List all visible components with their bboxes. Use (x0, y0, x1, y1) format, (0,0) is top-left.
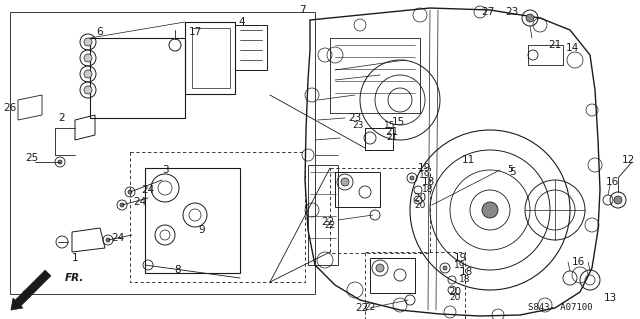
Text: 16: 16 (605, 177, 619, 187)
Text: 20: 20 (449, 293, 461, 302)
Circle shape (120, 203, 124, 207)
Circle shape (443, 266, 447, 270)
Circle shape (84, 70, 92, 78)
Circle shape (84, 38, 92, 46)
Text: 20: 20 (414, 201, 426, 210)
Bar (365, 252, 465, 319)
Circle shape (58, 160, 62, 164)
Circle shape (410, 176, 414, 180)
Text: 15: 15 (384, 121, 396, 130)
Text: 11: 11 (461, 155, 475, 165)
Bar (365, 128, 393, 150)
Text: 18: 18 (421, 177, 435, 187)
Text: 21: 21 (548, 40, 562, 50)
Text: 21: 21 (385, 127, 399, 137)
Text: 12: 12 (621, 155, 635, 165)
Text: 19: 19 (453, 253, 467, 263)
Text: 17: 17 (188, 27, 202, 37)
Circle shape (84, 54, 92, 62)
Text: 7: 7 (299, 5, 305, 15)
Text: 4: 4 (239, 17, 245, 27)
Text: 5: 5 (509, 167, 515, 177)
Bar (130, 152, 305, 282)
Text: 27: 27 (481, 7, 495, 17)
Text: 25: 25 (26, 153, 38, 163)
Bar (308, 165, 338, 265)
Text: 21: 21 (387, 133, 397, 143)
Text: S843- A07100: S843- A07100 (528, 303, 592, 313)
Text: 18: 18 (422, 186, 434, 195)
Text: 16: 16 (572, 257, 584, 267)
FancyArrow shape (11, 270, 51, 310)
Bar (335, 172, 380, 207)
Bar (192, 28, 230, 88)
Text: 9: 9 (198, 225, 205, 235)
Text: 15: 15 (392, 117, 404, 127)
Circle shape (128, 190, 132, 194)
Text: 3: 3 (162, 165, 168, 175)
Text: 26: 26 (3, 103, 17, 113)
Text: 22: 22 (321, 217, 335, 227)
Text: FR.: FR. (65, 273, 84, 283)
Text: 2: 2 (59, 113, 65, 123)
Text: 23: 23 (506, 7, 518, 17)
Text: 23: 23 (348, 113, 362, 123)
Circle shape (106, 238, 110, 242)
Text: 20: 20 (413, 193, 427, 203)
Circle shape (482, 202, 498, 218)
Bar (330, 168, 430, 253)
Bar (330, 38, 420, 113)
Bar (235, 25, 267, 70)
Circle shape (84, 86, 92, 94)
Bar (10, 12, 315, 294)
Text: 24: 24 (133, 197, 147, 207)
Text: 18: 18 (460, 276, 471, 285)
Circle shape (526, 14, 534, 22)
Circle shape (614, 196, 622, 204)
Text: 13: 13 (604, 293, 616, 303)
Circle shape (376, 264, 384, 272)
Circle shape (341, 178, 349, 186)
Text: 1: 1 (72, 253, 78, 263)
Text: 19: 19 (419, 170, 431, 180)
Bar (370, 258, 415, 293)
Bar (185, 22, 235, 94)
Bar (145, 168, 240, 273)
Text: 24: 24 (141, 185, 155, 195)
Text: 22: 22 (324, 220, 335, 229)
Text: 6: 6 (97, 27, 103, 37)
Text: 20: 20 (449, 287, 461, 297)
Text: 23: 23 (352, 121, 364, 130)
Text: 19: 19 (454, 261, 466, 270)
Text: 8: 8 (175, 265, 181, 275)
Text: 22: 22 (355, 303, 369, 313)
Text: 18: 18 (460, 267, 472, 277)
Bar (528, 45, 563, 65)
Text: 24: 24 (111, 233, 125, 243)
Text: 14: 14 (565, 43, 579, 53)
Text: 5: 5 (507, 166, 513, 174)
Text: 19: 19 (417, 163, 431, 173)
Text: 22: 22 (364, 303, 376, 313)
Bar (90, 38, 185, 118)
